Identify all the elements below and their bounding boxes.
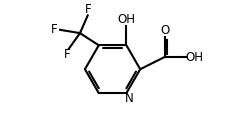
Text: OH: OH (117, 13, 135, 26)
Text: F: F (63, 48, 70, 61)
Text: F: F (84, 3, 91, 16)
Text: N: N (125, 92, 134, 105)
Text: F: F (51, 23, 58, 36)
Text: O: O (160, 25, 169, 38)
Text: OH: OH (186, 51, 204, 64)
